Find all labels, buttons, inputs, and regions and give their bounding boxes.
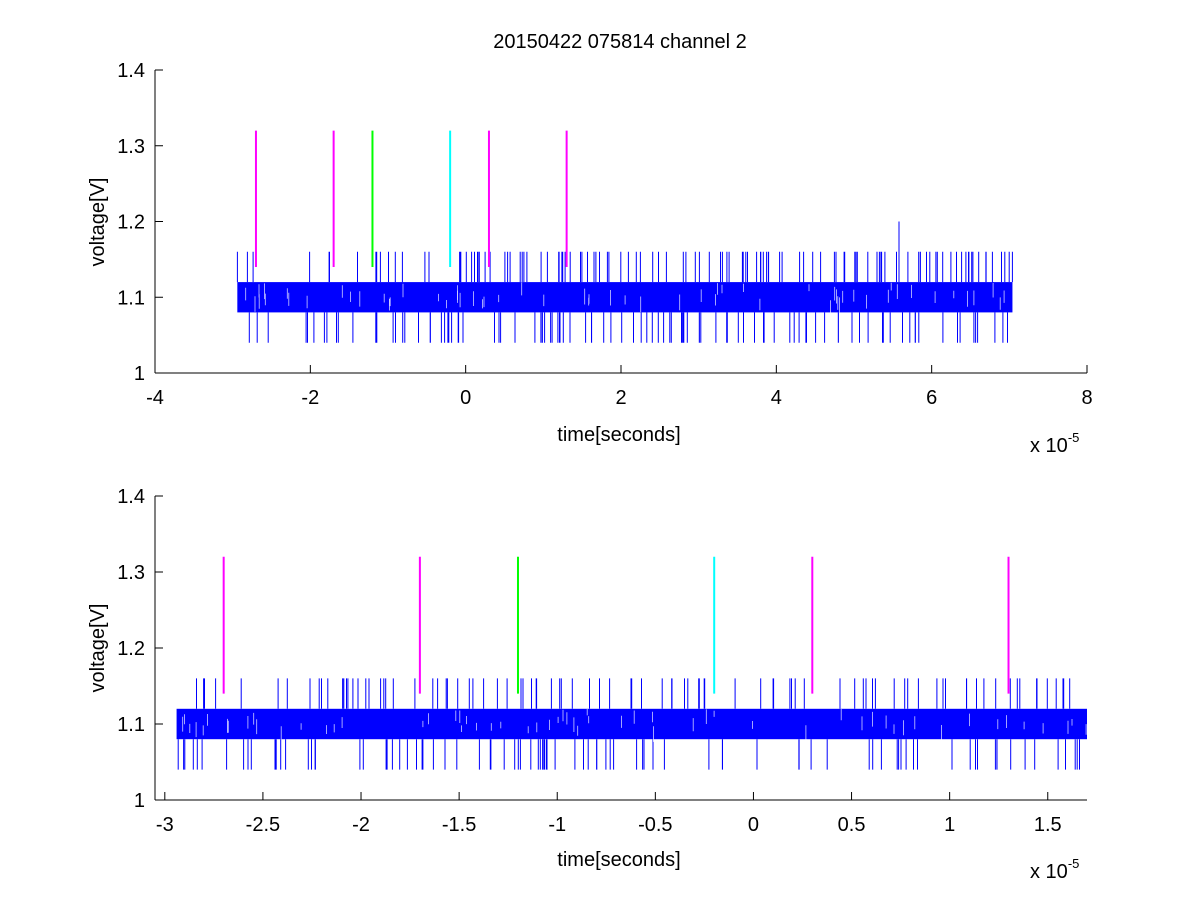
signal-spikes-top [236, 221, 1013, 343]
x-tick-label-top-0: -4 [146, 387, 164, 409]
x-multiplier-base-top: x 10 [1030, 435, 1068, 457]
signal-spikes-bottom [177, 678, 1080, 770]
y-tick-label-bottom-2: 1.2 [117, 638, 145, 660]
x-axis-label-bottom: time[seconds] [557, 849, 680, 871]
x-axis-label-top: time[seconds] [557, 424, 680, 446]
y-axis-label-bottom: voltage[V] [87, 604, 109, 693]
y-axis-label-top: voltage[V] [87, 178, 109, 267]
x-tick-label-bottom-7: 0.5 [838, 814, 866, 836]
x-multiplier-exponent-bottom: -5 [1068, 856, 1080, 871]
x-tick-label-top-1: -2 [301, 387, 319, 409]
x-tick-label-top-4: 4 [771, 387, 782, 409]
x-tick-label-bottom-6: 0 [748, 814, 759, 836]
y-tick-label-top-3: 1.3 [117, 136, 145, 158]
x-tick-label-top-6: 8 [1081, 387, 1092, 409]
x-tick-label-bottom-8: 1 [944, 814, 955, 836]
y-tick-label-top-2: 1.2 [117, 212, 145, 234]
x-multiplier-top: x 10-5 [1030, 430, 1079, 457]
x-tick-label-bottom-4: -1 [548, 814, 566, 836]
y-tick-label-top-4: 1.4 [117, 60, 145, 82]
y-tick-label-bottom-4: 1.4 [117, 486, 145, 508]
signal-texture-top [245, 282, 1005, 315]
y-tick-label-top-0: 1 [134, 363, 145, 385]
x-tick-label-bottom-5: -0.5 [638, 814, 672, 836]
y-tick-label-bottom-1: 1.1 [117, 714, 145, 736]
y-tick-label-top-1: 1.1 [117, 287, 145, 309]
x-tick-label-top-2: 0 [460, 387, 471, 409]
y-tick-label-bottom-3: 1.3 [117, 562, 145, 584]
x-tick-label-top-3: 2 [615, 387, 626, 409]
x-tick-label-bottom-1: -2.5 [246, 814, 280, 836]
x-tick-label-bottom-2: -2 [352, 814, 370, 836]
signal-band-bottom [176, 708, 1088, 740]
x-multiplier-exponent-top: -5 [1068, 430, 1080, 445]
signal-series-top [236, 221, 1013, 343]
x-multiplier-base-bottom: x 10 [1030, 861, 1068, 883]
y-tick-label-bottom-0: 1 [134, 790, 145, 812]
x-multiplier-bottom: x 10-5 [1030, 856, 1079, 883]
x-tick-label-bottom-9: 1.5 [1034, 814, 1062, 836]
signal-series-bottom [176, 678, 1088, 770]
chart-title: 20150422 075814 channel 2 [493, 31, 747, 53]
signal-texture-bottom [182, 709, 1087, 742]
subplot-top: time[seconds] voltage[V] x 10-5 -4 -2 0 2 4 6… [87, 60, 1093, 457]
subplot-bottom: time[seconds] voltage[V] x 10-5 -3 -2.5 -2… [87, 486, 1088, 883]
x-tick-label-bottom-3: -1.5 [442, 814, 476, 836]
x-tick-label-top-5: 6 [926, 387, 937, 409]
x-tick-label-bottom-0: -3 [156, 814, 174, 836]
